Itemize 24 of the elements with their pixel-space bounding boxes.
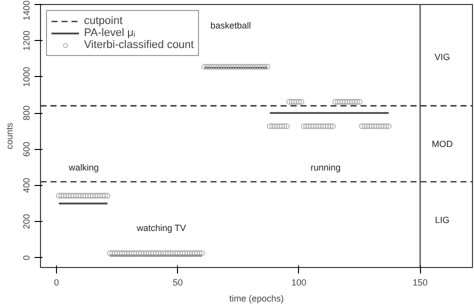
annotation: VIG bbox=[434, 52, 450, 62]
legend-label: cutpoint bbox=[84, 15, 123, 27]
y-tick-label: 400 bbox=[22, 178, 32, 193]
annotation: MOD bbox=[432, 138, 454, 149]
legend-label: Viterbi-classified count bbox=[84, 39, 194, 51]
y-tick-label: 200 bbox=[22, 214, 32, 230]
annotation: basketball bbox=[210, 20, 251, 31]
y-tick-label: 1400 bbox=[22, 0, 32, 21]
y-tick-label: 1200 bbox=[22, 30, 32, 51]
x-tick-label: 100 bbox=[291, 278, 306, 288]
legend-label: PA-level μᵢ bbox=[84, 27, 136, 39]
y-tick-label: 0 bbox=[22, 255, 32, 260]
x-axis-title: time (epochs) bbox=[229, 294, 284, 304]
x-tick-label: 0 bbox=[54, 278, 60, 288]
annotation: LIG bbox=[435, 215, 450, 226]
y-tick-label: 800 bbox=[22, 106, 32, 121]
y-axis-title: counts bbox=[4, 122, 14, 150]
x-tick-label: 150 bbox=[412, 278, 428, 288]
y-tick-label: 600 bbox=[22, 142, 32, 157]
annotation: running bbox=[310, 162, 341, 173]
x-tick-label: 50 bbox=[172, 278, 183, 288]
y-tick-label: 1000 bbox=[22, 66, 32, 87]
annotation: walking bbox=[68, 162, 99, 173]
annotation: watching TV bbox=[136, 223, 186, 234]
